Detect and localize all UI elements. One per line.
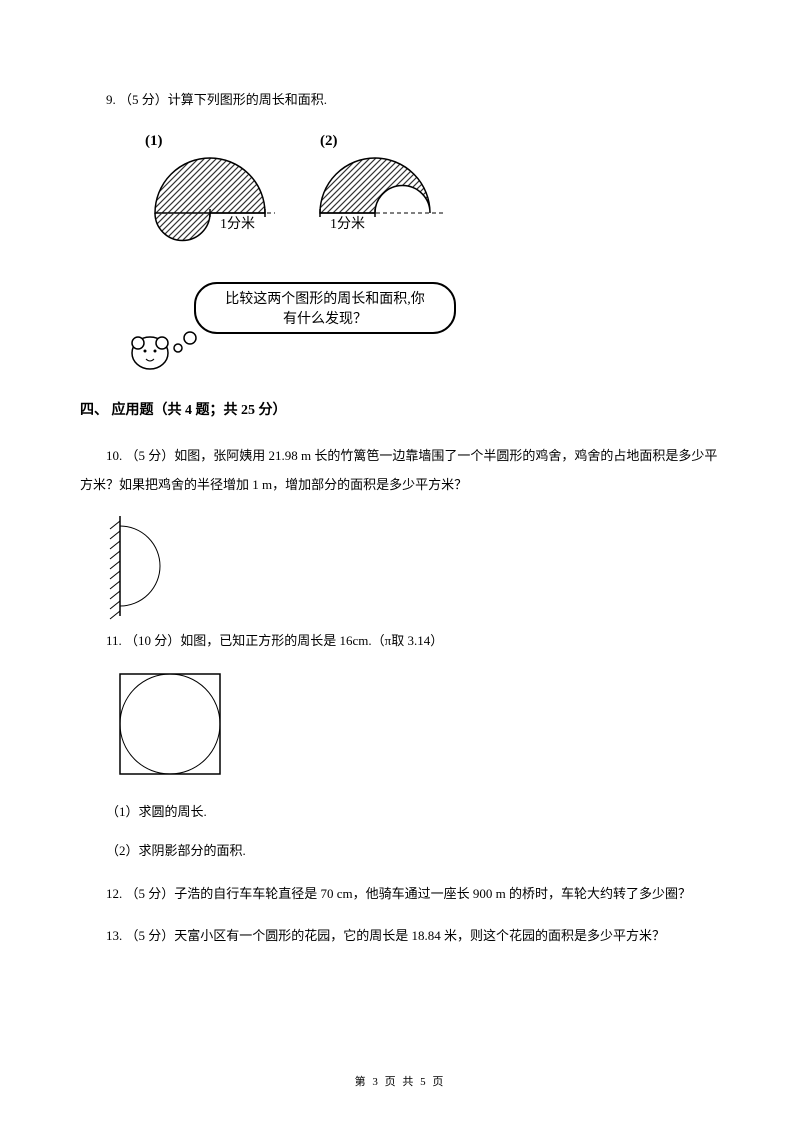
q10-text: 如图，张阿姨用 21.98 m 长的竹篱笆一边靠墙围了一个半圆形的鸡舍，鸡舍的占…	[80, 448, 717, 492]
question-9: 9. （5 分）计算下列图形的周长和面积.	[80, 90, 720, 111]
question-12: 12. （5 分）子浩的自行车车轮直径是 70 cm，他骑车通过一座长 900 …	[80, 880, 720, 909]
q12-prefix: 12. （5 分）	[106, 886, 174, 901]
question-10: 10. （5 分）如图，张阿姨用 21.98 m 长的竹篱笆一边靠墙围了一个半圆…	[80, 442, 720, 499]
page-footer: 第 3 页 共 5 页	[0, 1074, 800, 1092]
q9-prefix: 9. （5 分）	[106, 92, 168, 107]
figure-q11-container	[110, 664, 230, 784]
question-13: 13. （5 分）天富小区有一个圆形的花园，它的周长是 18.84 米，则这个花…	[80, 926, 720, 947]
figure-q10-container	[100, 511, 190, 621]
q13-prefix: 13. （5 分）	[106, 928, 174, 943]
section-4-header: 四、 应用题（共 4 题；共 25 分）	[80, 400, 720, 422]
q11-sub2: （2）求阴影部分的面积.	[80, 841, 720, 862]
footer-text: 第 3 页 共 5 页	[355, 1076, 446, 1088]
q11-sub1: （1）求圆的周长.	[80, 802, 720, 823]
q11-sub2-text: （2）求阴影部分的面积.	[106, 843, 246, 858]
q9-text: 计算下列图形的周长和面积.	[168, 92, 327, 107]
q10-prefix: 10. （5 分）	[106, 448, 174, 463]
q11-prefix: 11. （10 分）	[106, 633, 180, 648]
svg-text:1分米: 1分米	[220, 216, 255, 232]
question-11: 11. （10 分）如图，已知正方形的周长是 16cm.（π取 3.14）	[80, 631, 720, 652]
figure-q9-svg: (1) (2) 1分米 1分米	[120, 123, 470, 373]
q13-text: 天富小区有一个圆形的花园，它的周长是 18.84 米，则这个花园的面积是多少平方…	[174, 928, 665, 943]
bubble-text-1: 比较这两个图形的周长和面积,你	[225, 290, 425, 307]
bubble-text-2: 有什么发现？	[283, 311, 367, 327]
svg-text:(2): (2)	[320, 133, 338, 149]
q11-sub1-text: （1）求圆的周长.	[106, 804, 207, 819]
svg-text:1分米: 1分米	[330, 216, 365, 232]
figure-q10-svg	[100, 511, 190, 621]
svg-text:(1): (1)	[145, 133, 163, 149]
q12-text: 子浩的自行车车轮直径是 70 cm，他骑车通过一座长 900 m 的桥时，车轮大…	[174, 886, 691, 901]
figure-q9-container: (1) (2) 1分米 1分米	[120, 123, 720, 380]
figure-q11-svg	[110, 664, 230, 784]
q11-text: 如图，已知正方形的周长是 16cm.（π取 3.14）	[180, 633, 443, 648]
section-4-title: 四、 应用题（共 4 题；共 25 分）	[80, 403, 287, 418]
